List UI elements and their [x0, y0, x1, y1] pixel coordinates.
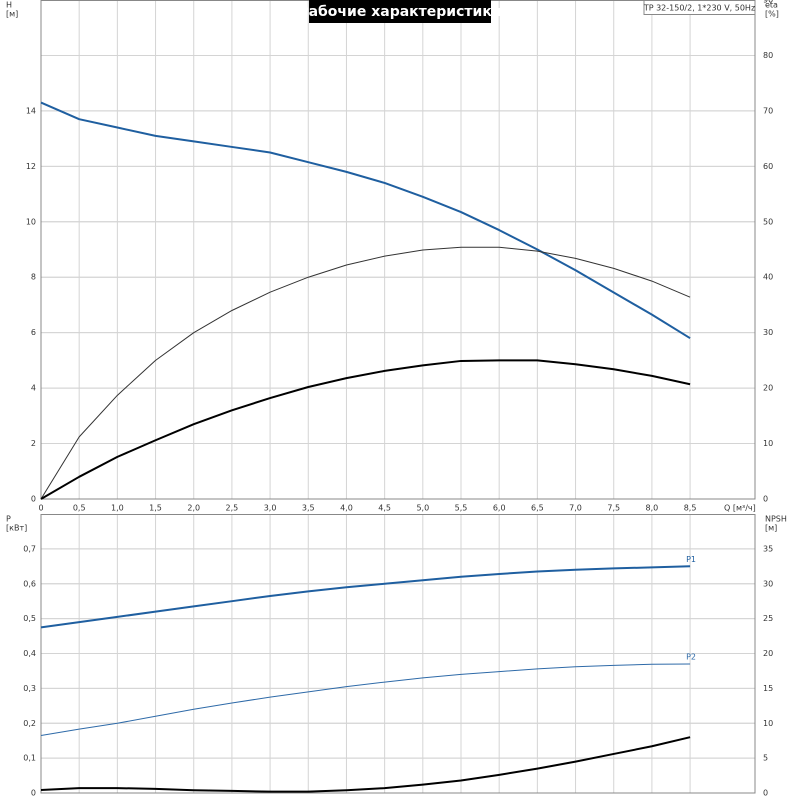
- y-axis-unit: [м]: [6, 10, 18, 19]
- y2-tick-label: 10: [763, 439, 773, 448]
- y-tick-label: 0,7: [23, 544, 36, 553]
- y2-axis-label: eta: [765, 1, 778, 10]
- x-tick-label: 4,5: [378, 504, 391, 513]
- x-tick-label: 8,0: [646, 504, 659, 513]
- y-tick-label: 0,1: [23, 754, 36, 763]
- y2-tick-label: 0: [763, 495, 768, 504]
- x-axis-label: Q [м³/ч]: [724, 504, 756, 513]
- y-tick-label: 14: [26, 106, 36, 115]
- y-tick-label: 0: [31, 495, 36, 504]
- y-tick-label: 0,2: [23, 719, 36, 728]
- x-tick-label: 0,5: [73, 504, 86, 513]
- y-tick-label: 0: [31, 789, 36, 798]
- curve: [40, 359, 691, 500]
- y2-tick-label: 15: [763, 684, 773, 693]
- curve: [40, 736, 691, 793]
- y-tick-label: 6: [31, 328, 36, 337]
- y2-tick-label: 10: [763, 719, 773, 728]
- x-tick-label: 2,0: [187, 504, 200, 513]
- y-tick-label: 0,6: [23, 579, 36, 588]
- y-tick-label: 2: [31, 439, 36, 448]
- y2-tick-label: 20: [763, 649, 773, 658]
- y2-tick-label: 50: [763, 217, 773, 226]
- plot-frame: [40, 0, 756, 500]
- title-box: [309, 0, 491, 23]
- x-tick-label: 6,5: [531, 504, 544, 513]
- y-axis-label: H: [6, 1, 12, 10]
- y2-tick-label: 30: [763, 579, 773, 588]
- y2-axis-unit: [м]: [765, 524, 777, 533]
- plot-frame: [40, 514, 756, 794]
- y2-tick-label: 80: [763, 51, 773, 60]
- x-tick-label: 7,5: [607, 504, 620, 513]
- y-tick-label: 8: [31, 273, 36, 282]
- y2-tick-label: 25: [763, 614, 773, 623]
- x-tick-label: 3,5: [302, 504, 315, 513]
- y2-tick-label: 35: [763, 544, 773, 553]
- y-axis-unit: [кВт]: [6, 524, 27, 533]
- x-tick-label: 7,0: [569, 504, 582, 513]
- y2-axis-unit: [%]: [765, 10, 779, 19]
- y2-tick-label: 90: [763, 0, 773, 5]
- y-tick-label: 0,3: [23, 684, 36, 693]
- y2-axis-label: NPSH: [765, 515, 787, 524]
- curve: [40, 101, 691, 340]
- y2-tick-label: 40: [763, 273, 773, 282]
- x-tick-label: 1,0: [111, 504, 124, 513]
- curve-label: P2: [686, 652, 696, 661]
- y-tick-label: 0,4: [23, 649, 36, 658]
- x-tick-label: 0: [38, 504, 43, 513]
- x-tick-label: 6,0: [493, 504, 506, 513]
- curve: [40, 663, 691, 736]
- chart-title: Рабочие характеристики: [298, 4, 501, 20]
- x-tick-label: 5,5: [455, 504, 468, 513]
- y2-tick-label: 60: [763, 162, 773, 171]
- y2-tick-label: 0: [763, 789, 768, 798]
- curve: [40, 246, 691, 500]
- annotation: TP 32-150/2, 1*230 V, 50Hz: [643, 4, 755, 13]
- y2-tick-label: 30: [763, 328, 773, 337]
- x-tick-label: 1,5: [149, 504, 162, 513]
- x-tick-label: 8,5: [684, 504, 697, 513]
- y-tick-label: 12: [26, 162, 36, 171]
- curve-label: P1: [686, 555, 696, 564]
- x-tick-label: 4,0: [340, 504, 353, 513]
- y-tick-label: 10: [26, 217, 36, 226]
- y2-tick-label: 5: [763, 754, 768, 763]
- y-axis-label: P: [6, 515, 11, 524]
- y-tick-label: 4: [31, 384, 36, 393]
- annotation-box: [643, 0, 756, 15]
- x-tick-label: 2,5: [226, 504, 239, 513]
- y2-tick-label: 70: [763, 106, 773, 115]
- y-tick-label: 0,5: [23, 614, 36, 623]
- x-tick-label: 3,0: [264, 504, 277, 513]
- curve: [40, 565, 691, 629]
- x-tick-label: 5,0: [416, 504, 429, 513]
- y2-tick-label: 20: [763, 384, 773, 393]
